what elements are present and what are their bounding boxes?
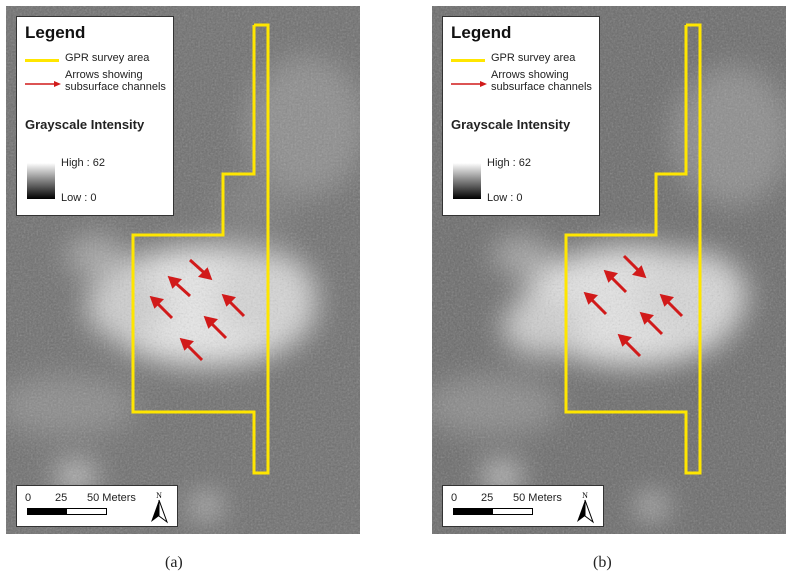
- grayscale-intensity-title: Grayscale Intensity: [451, 117, 571, 132]
- caption-a: (a): [165, 554, 183, 571]
- high-value-label: High : 62: [61, 157, 106, 169]
- caption-b: (b): [593, 554, 612, 571]
- channel-arrow: [659, 293, 684, 318]
- north-arrow-icon: N: [577, 491, 595, 524]
- map-panel-b: Legend GPR survey area Arrows showing su…: [432, 6, 786, 534]
- channel-arrow: [167, 275, 192, 298]
- channel-arrow: [221, 293, 246, 318]
- channel-arrow: [149, 295, 174, 320]
- gpr-survey-label: GPR survey area: [65, 52, 150, 64]
- arrow-legend-label: Arrows showing subsurface channels: [65, 69, 166, 93]
- north-label: N: [582, 491, 588, 500]
- north-label: N: [156, 491, 162, 500]
- scale-tick-50: 50 Meters: [513, 492, 562, 504]
- gpr-outline-swatch: [451, 59, 485, 62]
- low-value-label: Low : 0: [487, 192, 523, 204]
- grayscale-ramp: [27, 163, 55, 199]
- north-arrow-icon: N: [151, 491, 169, 524]
- channel-arrow: [603, 269, 628, 294]
- grayscale-intensity-title: Grayscale Intensity: [25, 117, 145, 132]
- channel-arrow: [639, 311, 664, 336]
- map-legend: Legend GPR survey area Arrows showing su…: [16, 16, 174, 216]
- scale-tick-0: 0: [451, 492, 458, 504]
- channel-arrow: [179, 337, 204, 362]
- channel-arrows: [583, 254, 684, 358]
- gpr-survey-label: GPR survey area: [491, 52, 576, 64]
- gpr-outline-swatch: [25, 59, 59, 62]
- gpr-survey-outline: [564, 23, 702, 475]
- map-panel-a: Legend GPR survey area Arrows showing su…: [6, 6, 360, 534]
- scale-tick-25: 25: [481, 492, 494, 504]
- channel-arrow: [203, 315, 228, 340]
- arrow-swatch-icon: [25, 81, 61, 87]
- scale-tick-50: 50 Meters: [87, 492, 136, 504]
- channel-arrow: [583, 291, 608, 316]
- scale-bar-graphic: [27, 508, 107, 515]
- scale-bar-graphic: [453, 508, 533, 515]
- scale-tick-25: 25: [55, 492, 68, 504]
- high-value-label: High : 62: [487, 157, 532, 169]
- scale-bar: 0 25 50 Meters N: [442, 485, 604, 527]
- channel-arrows: [149, 258, 246, 362]
- map-legend: Legend GPR survey area Arrows showing su…: [442, 16, 600, 216]
- scale-bar: 0 25 50 Meters N: [16, 485, 178, 527]
- channel-arrow: [622, 254, 647, 279]
- gpr-survey-outline: [131, 23, 270, 475]
- low-value-label: Low : 0: [61, 192, 97, 204]
- grayscale-ramp: [453, 163, 481, 199]
- arrow-swatch-icon: [451, 81, 487, 87]
- arrow-legend-label: Arrows showing subsurface channels: [491, 69, 592, 93]
- legend-title: Legend: [25, 23, 86, 42]
- scale-tick-0: 0: [25, 492, 32, 504]
- channel-arrow: [188, 258, 213, 281]
- legend-title: Legend: [451, 23, 512, 42]
- channel-arrow: [617, 333, 642, 358]
